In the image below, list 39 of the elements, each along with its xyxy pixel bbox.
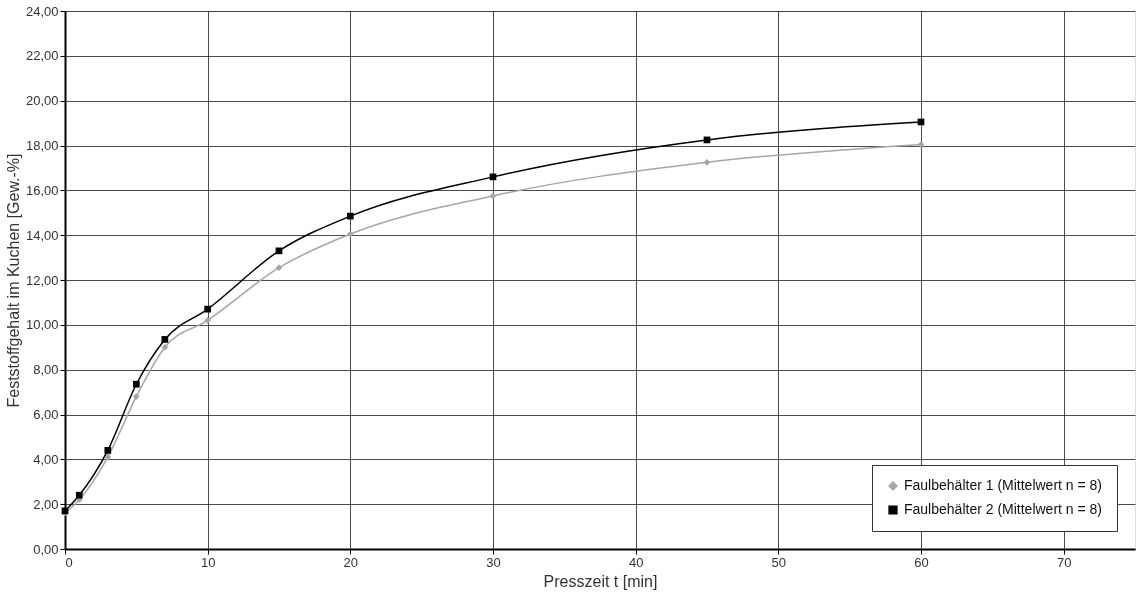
y-tick-label: 10,00 (25, 317, 59, 333)
point (104, 447, 112, 454)
point (75, 491, 83, 499)
x-axis-title: Presszeit t [min] (543, 572, 658, 590)
y-tick-label: 20,00 (25, 93, 59, 109)
x-tick-label: 60 (914, 554, 929, 570)
legend-label: Faulbehälter 1 (Mittelwert n = 8) (904, 477, 1103, 493)
point (104, 453, 112, 461)
point (346, 212, 354, 220)
y-tick-label: 14,00 (25, 227, 59, 243)
x-tick-label: 70 (1056, 554, 1072, 570)
y-tick-label: 8,00 (33, 362, 59, 378)
point (204, 317, 212, 324)
y-tick-label: 18,00 (25, 138, 59, 153)
y-tick-label: 6,00 (33, 407, 59, 422)
point (703, 158, 711, 166)
x-tick-label: 0 (65, 554, 73, 570)
y-tick-label: 22,00 (25, 48, 59, 64)
point (132, 380, 140, 388)
point (161, 343, 169, 351)
x-tick-label: 10 (200, 554, 216, 570)
y-axis-title: Feststoffgehalt im Kuchen [Gew.-%] (4, 153, 22, 408)
point (275, 264, 283, 272)
y-tick-label: 24,00 (25, 3, 59, 19)
x-tick-label: 40 (628, 554, 644, 570)
point (346, 230, 354, 238)
y-tick-label: 16,00 (25, 182, 59, 198)
legend-label: Faulbehälter 2 (Mittelwert n = 8) (904, 501, 1103, 517)
y-tick-label: 0,00 (33, 541, 59, 557)
point (161, 336, 169, 343)
y-tick-label: 4,00 (33, 451, 59, 467)
x-tick-label: 30 (486, 554, 501, 570)
x-tick-label: 20 (343, 554, 359, 570)
point (204, 305, 212, 313)
x-tick-label: 50 (771, 554, 787, 570)
y-tick-label: 2,00 (33, 496, 59, 512)
point (132, 393, 140, 400)
point (489, 192, 497, 200)
y-tick-label: 12,00 (25, 272, 59, 288)
